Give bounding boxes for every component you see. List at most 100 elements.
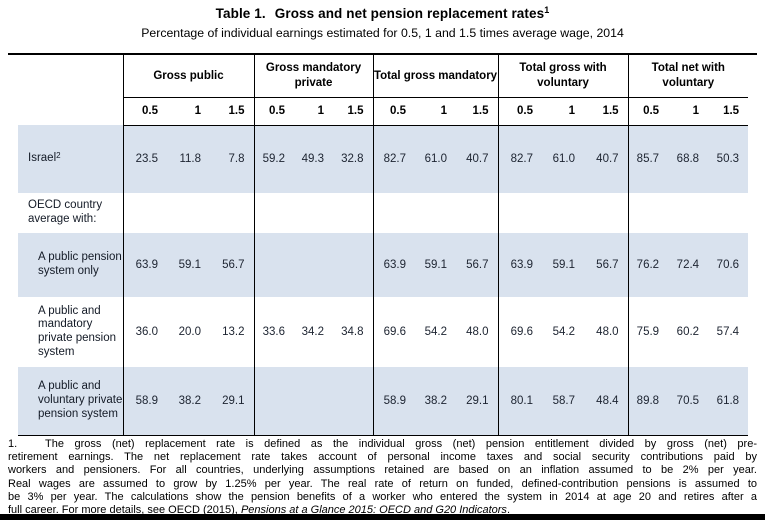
value-cell (167, 193, 210, 233)
value-cell: 48.4 (584, 367, 629, 436)
table-title-prefix: Table 1. (215, 6, 266, 21)
value-cell: 29.1 (456, 367, 499, 436)
value-cell (542, 193, 584, 233)
value-cell: 56.7 (210, 233, 254, 297)
value-cell (253, 367, 294, 436)
value-cell: 38.2 (415, 367, 457, 436)
row-label: A public pension system only (18, 233, 123, 297)
value-cell: 59.1 (415, 233, 457, 297)
value-cell: 70.5 (668, 367, 709, 436)
value-cell: 69.6 (497, 297, 543, 367)
value-cell (372, 193, 416, 233)
value-cell (456, 193, 498, 233)
value-cell: 38.2 (167, 367, 210, 436)
value-cell: 82.7 (497, 125, 543, 193)
footnote-line: workers and pensioners. For all countrie… (8, 464, 757, 477)
value-cell (210, 193, 254, 233)
subcolumn-header: 0.5 (253, 97, 294, 126)
value-cell: 59.1 (542, 233, 585, 297)
row-label-text: A public and voluntary private pension s… (38, 380, 123, 420)
value-cell: 69.6 (372, 297, 416, 367)
value-cell: 48.0 (596, 326, 619, 338)
footnote: 1. The gross (net) replacement rate is de… (8, 438, 757, 517)
row-label-text: OECD country average with: (28, 199, 103, 225)
value-cell: 59.2 (253, 125, 294, 193)
value-cell: 11.8 (167, 125, 210, 193)
value-cell (708, 193, 748, 233)
table-row: A public and voluntary private pension s… (18, 367, 749, 436)
value-cell: 29.1 (210, 367, 254, 436)
value-cell: 58.7 (542, 367, 585, 436)
value-cell: 20.0 (178, 326, 201, 338)
value-cell: 40.7 (584, 125, 629, 193)
subcolumn-header: 1.5 (333, 97, 374, 126)
footnote-line: Real wages are assumed to grow by 1.25% … (8, 477, 757, 490)
footnote-text: . (506, 504, 510, 517)
value-cell: 23.5 (122, 125, 167, 193)
subcolumn-header: 0.5 (497, 97, 543, 126)
table-title-superscript: 1 (544, 5, 550, 15)
value-cell: 56.7 (456, 233, 499, 297)
row-label-text: Israel (28, 152, 57, 165)
value-cell: 76.2 (627, 233, 669, 297)
value-cell: 49.3 (294, 125, 333, 193)
value-cell: 60.2 (676, 326, 700, 338)
footnote-text: The gross (net) replacement rate is defi… (45, 438, 757, 450)
value-cell (122, 193, 167, 233)
subcolumn-header: 1.5 (456, 97, 499, 126)
value-cell: 33.6 (253, 297, 294, 367)
value-cell: 34.2 (301, 326, 324, 338)
row-label: OECD country average with: (18, 193, 123, 233)
table-row: A public pension system only 63.9 59.1 56.7… (18, 233, 749, 297)
column-group-header: Total gross mandatory (372, 55, 499, 98)
value-cell (294, 233, 333, 297)
subcolumn-header: 1 (542, 97, 585, 126)
subcolumn-header: 0.5 (627, 97, 669, 126)
corner-cell (18, 55, 123, 97)
value-cell (253, 233, 294, 297)
replacement-rates-table: Gross public Gross mandatory private Total… (18, 55, 749, 436)
value-cell (333, 233, 374, 297)
value-cell: 61.8 (708, 367, 749, 436)
value-cell: 34.8 (341, 326, 364, 338)
value-cell: 68.8 (668, 125, 709, 193)
value-cell: 61.0 (542, 125, 585, 193)
value-cell (253, 193, 294, 233)
value-cell: 48.0 (466, 326, 489, 338)
value-cell: 57.4 (716, 326, 740, 338)
value-cell: 58.9 (122, 367, 167, 436)
corner-cell (18, 97, 123, 125)
value-cell: 70.6 (708, 233, 749, 297)
value-cell: 85.7 (627, 125, 669, 193)
table-row: OECD country average with: (18, 193, 748, 233)
value-cell (627, 193, 669, 233)
table-title: Table 1. Gross and net pension replacemen… (0, 5, 765, 21)
subcolumn-header: 1 (294, 97, 333, 126)
table-subtitle: Percentage of individual earnings estima… (141, 26, 624, 40)
value-cell: 7.8 (210, 125, 254, 193)
value-cell: 80.1 (497, 367, 543, 436)
value-cell: 89.8 (627, 367, 669, 436)
subcolumn-header: 1 (415, 97, 457, 126)
value-cell: 32.8 (333, 125, 374, 193)
footnote-line: 1. The gross (net) replacement rate is de… (8, 438, 757, 451)
value-cell (333, 367, 374, 436)
column-group-header: Gross public (122, 55, 254, 98)
subcolumn-header: 1.5 (584, 97, 629, 126)
table-row: Israel2 23.5 11.8 7.8 59.2 49.3 32.8 82.7 61.0 40… (18, 125, 749, 193)
column-group-header: Total gross with voluntary (497, 55, 629, 98)
value-cell (584, 193, 628, 233)
row-label-text: A public and mandatory private pension s… (38, 304, 116, 358)
subcolumn-header: 1 (167, 97, 210, 126)
bottom-crop-bar (0, 514, 765, 520)
subcolumn-header: 0.5 (122, 97, 167, 126)
value-cell: 59.1 (167, 233, 210, 297)
row-label: A public and mandatory private pension s… (18, 297, 123, 367)
footnote-line: full career. For more details, see OECD … (8, 504, 757, 517)
value-cell: 54.2 (424, 326, 448, 338)
value-cell (333, 193, 373, 233)
row-label-superscript: 2 (56, 151, 61, 161)
footnote-number: 1. (8, 438, 18, 450)
column-group-header: Total net with voluntary (627, 55, 749, 98)
